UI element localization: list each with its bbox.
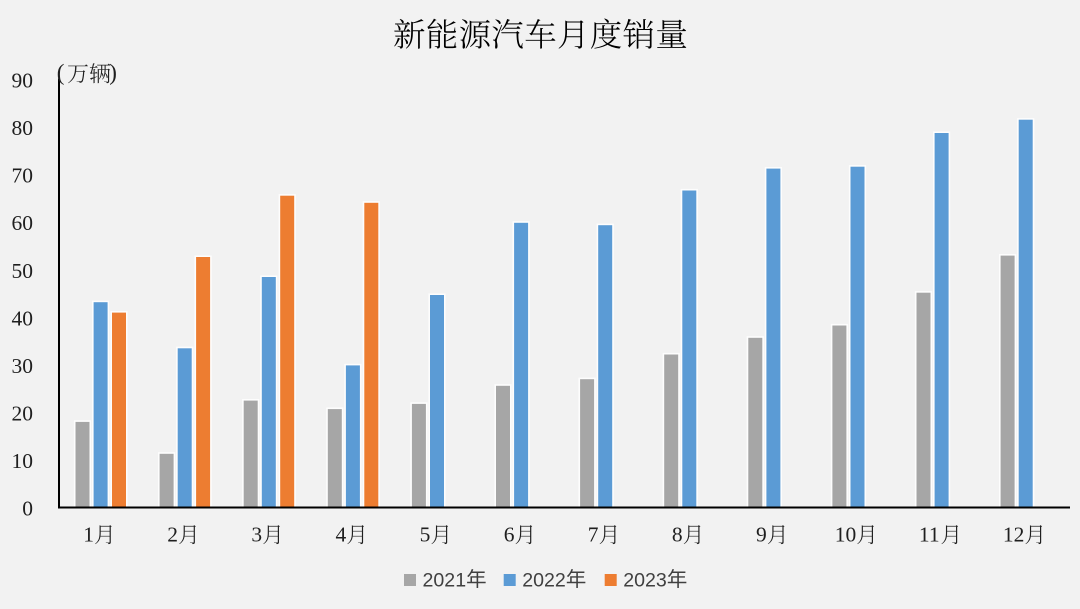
- svg-text:2022: 2022: [522, 569, 566, 591]
- svg-text:6: 6: [504, 522, 515, 546]
- svg-text:9: 9: [756, 522, 767, 546]
- svg-text:50: 50: [12, 259, 34, 283]
- svg-text:8: 8: [672, 522, 683, 546]
- svg-text:3: 3: [251, 522, 262, 546]
- svg-text:20: 20: [12, 401, 34, 425]
- svg-text:60: 60: [12, 211, 34, 235]
- svg-text:5: 5: [420, 522, 431, 546]
- svg-text:2021: 2021: [423, 569, 467, 591]
- svg-text:40: 40: [12, 306, 34, 330]
- svg-text:2: 2: [167, 522, 178, 546]
- svg-text:80: 80: [12, 116, 34, 140]
- svg-text:0: 0: [22, 496, 33, 520]
- svg-text:7: 7: [588, 522, 599, 546]
- svg-text:10: 10: [12, 449, 34, 473]
- svg-text:2023: 2023: [623, 569, 667, 591]
- svg-text:12: 12: [1003, 522, 1025, 546]
- svg-text:): ): [109, 60, 117, 85]
- svg-text:1: 1: [83, 522, 94, 546]
- svg-text:30: 30: [12, 354, 34, 378]
- svg-text:10: 10: [835, 522, 857, 546]
- svg-text:11: 11: [919, 522, 940, 546]
- svg-text:70: 70: [12, 164, 34, 188]
- svg-text:90: 90: [12, 69, 34, 93]
- svg-text:(: (: [57, 60, 65, 85]
- svg-text:4: 4: [336, 522, 347, 546]
